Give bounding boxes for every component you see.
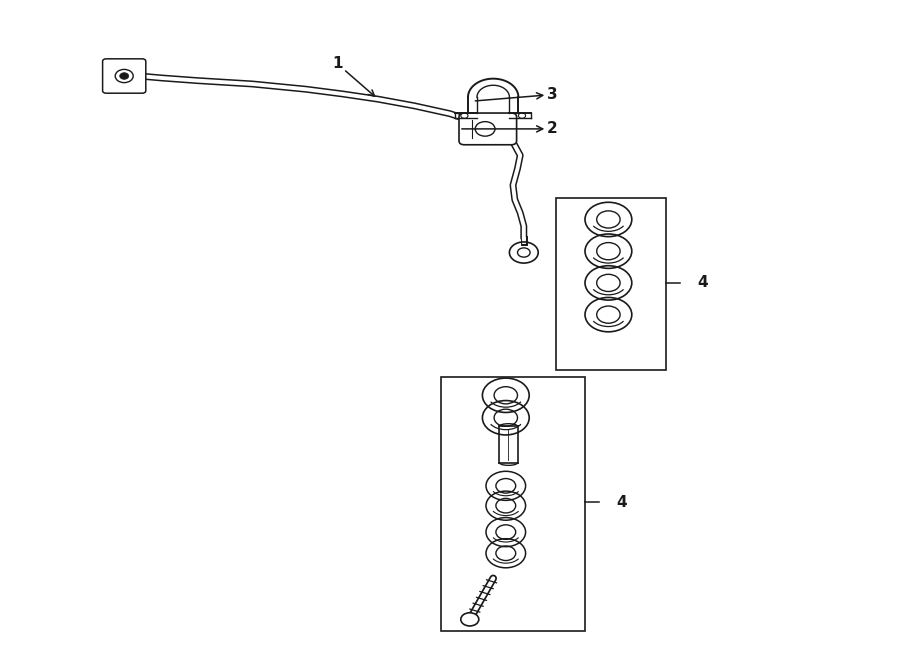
Text: 4: 4 (616, 495, 627, 510)
FancyBboxPatch shape (103, 59, 146, 93)
Circle shape (120, 73, 129, 79)
Bar (441, 377, 585, 631)
Text: 3: 3 (475, 87, 558, 102)
FancyBboxPatch shape (459, 113, 517, 145)
Bar (556, 198, 666, 370)
Circle shape (461, 613, 479, 626)
Circle shape (115, 69, 133, 83)
Text: 2: 2 (462, 122, 558, 136)
Text: 1: 1 (332, 56, 374, 97)
Text: 4: 4 (698, 276, 708, 290)
